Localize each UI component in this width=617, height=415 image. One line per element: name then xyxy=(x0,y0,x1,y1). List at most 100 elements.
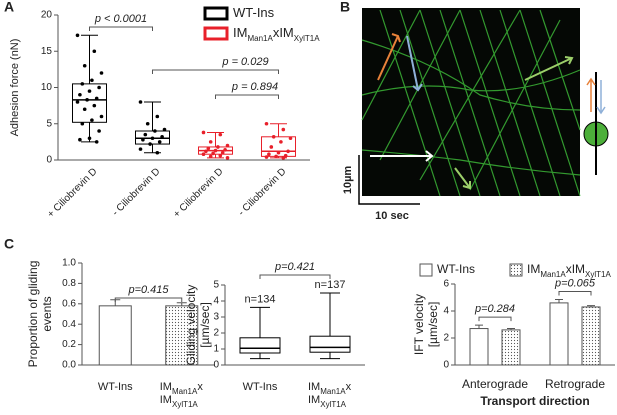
y-tick-label: 4 xyxy=(443,306,449,317)
data-point xyxy=(87,136,92,141)
kymograph xyxy=(358,8,609,205)
data-point xyxy=(155,114,160,119)
legend-swatch xyxy=(509,263,523,277)
x-tick-label: WT-Ins xyxy=(98,381,133,393)
x-tick-label: Retrograde xyxy=(545,377,605,391)
data-point xyxy=(281,156,286,160)
legend-swatch xyxy=(203,26,229,41)
legend-swatch xyxy=(419,263,433,277)
y-tick-label: 0 xyxy=(46,155,52,166)
label-part: XylT1A xyxy=(172,400,198,409)
data-point xyxy=(138,100,143,104)
data-point xyxy=(286,149,290,154)
data-point xyxy=(281,127,286,132)
data-point xyxy=(218,132,223,137)
y-axis-label: [µm/sec] xyxy=(198,302,212,348)
bar xyxy=(501,329,521,366)
data-point xyxy=(264,121,269,126)
legend-label: IMMan1AxIMXylT1A xyxy=(527,262,611,278)
data-point xyxy=(160,135,164,139)
data-point xyxy=(80,82,85,86)
data-point xyxy=(269,145,274,149)
y-tick-label: 1 xyxy=(213,344,219,355)
significance-bracket xyxy=(89,26,153,31)
label-part: x xyxy=(346,381,352,393)
label-part: XylT1A xyxy=(320,400,346,409)
significance-bracket xyxy=(152,69,279,74)
data-point xyxy=(145,121,150,126)
y-tick-label: 10 xyxy=(41,82,53,93)
y-axis-label: Adhesion force (nN) xyxy=(9,39,21,137)
data-point xyxy=(204,149,208,154)
y-tick-label: 20 xyxy=(41,10,53,21)
label-part: IM xyxy=(160,394,172,406)
data-point xyxy=(94,140,99,144)
label-part: IM xyxy=(233,25,247,40)
data-point xyxy=(138,147,143,151)
legend-label: IMMan1AxIMXylT1A xyxy=(233,25,320,42)
data-point xyxy=(85,98,89,102)
panel-label: A xyxy=(4,0,14,15)
p-value: p < 0.0001 xyxy=(94,13,147,25)
label-part: Man1A xyxy=(320,387,346,396)
data-point xyxy=(97,129,101,133)
y-tick-label: 0 xyxy=(443,360,449,371)
label-part: IM xyxy=(160,381,172,393)
data-point xyxy=(274,154,278,159)
data-point xyxy=(99,114,104,119)
y-tick-label: 5 xyxy=(213,280,219,291)
y-tick-label: 3 xyxy=(213,312,219,323)
data-point xyxy=(97,85,101,90)
error-bar xyxy=(176,302,187,306)
y-tick-label: 0.2 xyxy=(62,339,76,350)
y-axis-label: events xyxy=(40,296,54,331)
data-point xyxy=(223,148,227,152)
y-tick-label: 0.0 xyxy=(62,360,76,371)
data-point xyxy=(208,140,213,144)
y-tick-label: 4 xyxy=(213,296,219,307)
label-part: xIM xyxy=(273,25,294,40)
data-point xyxy=(99,71,104,75)
significance-bracket xyxy=(114,297,183,302)
data-point xyxy=(87,89,92,93)
data-point xyxy=(153,129,157,133)
legend-label: WT-Ins xyxy=(437,262,475,276)
y-tick-label: 5 xyxy=(46,118,52,129)
label-part: x xyxy=(197,381,203,393)
data-point xyxy=(211,151,215,156)
data-point xyxy=(279,140,283,144)
x-tick-label: + Ciliobrevin D xyxy=(46,166,100,220)
label-part: IM xyxy=(527,262,540,276)
data-point xyxy=(155,150,160,155)
x-tick-label: WT-Ins xyxy=(243,381,278,393)
data-point xyxy=(271,135,276,139)
bar xyxy=(469,328,489,366)
label-part: WT-Ins xyxy=(437,262,475,276)
label-part: Man1A xyxy=(172,387,198,396)
significance-bracket xyxy=(478,316,512,322)
x-tick-label: - Ciliobrevin D xyxy=(110,166,162,218)
legend-swatch xyxy=(203,6,229,21)
y-tick-label: 2 xyxy=(443,333,449,344)
data-point xyxy=(157,140,162,144)
data-point xyxy=(218,153,223,158)
significance-bracket xyxy=(215,94,279,99)
data-point xyxy=(78,92,82,97)
data-point xyxy=(220,150,225,155)
y-axis-label: Proportion of gliding xyxy=(26,261,40,368)
significance-bracket xyxy=(259,274,331,279)
bar xyxy=(549,302,569,366)
data-point xyxy=(225,143,230,148)
data-point xyxy=(90,118,94,122)
x-tick-label: + Ciliobrevin D xyxy=(172,166,226,220)
p-value: p = 0.029 xyxy=(221,56,268,68)
data-point xyxy=(213,148,218,153)
value-label: n=134 xyxy=(245,293,276,305)
data-point xyxy=(90,78,94,83)
y-tick-label: 0.4 xyxy=(62,319,76,330)
label-part: XylT1A xyxy=(585,270,611,279)
value-label: n=137 xyxy=(315,279,346,291)
significance-bracket xyxy=(558,291,592,296)
panel-label: B xyxy=(340,0,350,15)
